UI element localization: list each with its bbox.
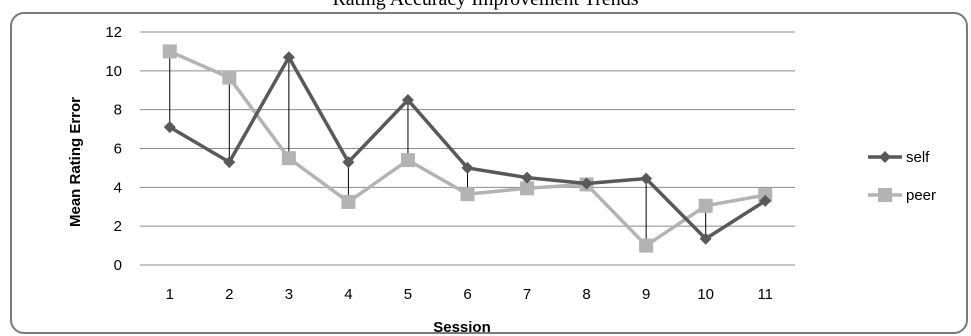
data-point-self (521, 171, 534, 184)
x-tick-label: 7 (523, 286, 531, 303)
data-point-peer (281, 151, 296, 166)
y-tick-label: 8 (114, 102, 122, 119)
chart-title: Rating Accuracy Improvement Trends (0, 0, 971, 11)
legend-marker-self (879, 151, 891, 163)
x-tick-label: 11 (757, 286, 773, 303)
data-point-peer (341, 194, 356, 209)
data-point-self (163, 121, 176, 134)
legend-item-self: self (868, 149, 930, 166)
data-point-peer (460, 187, 475, 202)
data-point-peer (698, 198, 713, 213)
x-tick-label: 8 (582, 286, 590, 303)
data-point-self (461, 161, 474, 174)
data-point-peer (222, 70, 237, 85)
x-tick-label: 2 (225, 286, 233, 303)
x-tick-label: 10 (697, 286, 714, 303)
y-tick-label: 4 (114, 179, 122, 196)
y-tick-label: 10 (105, 63, 122, 80)
data-point-self (640, 172, 653, 185)
data-point-peer (639, 238, 654, 253)
data-point-self (580, 177, 593, 190)
legend-marker-peer (878, 188, 892, 202)
data-point-self (759, 194, 772, 207)
y-tick-label: 12 (105, 24, 122, 41)
data-point-self (223, 156, 236, 169)
y-axis-title: Mean Rating Error (67, 97, 84, 227)
data-point-peer (520, 181, 535, 196)
x-tick-label: 3 (285, 286, 293, 303)
legend-item-peer: peer (868, 187, 936, 204)
data-point-peer (162, 44, 177, 59)
data-point-self (282, 51, 295, 64)
data-point-self (342, 156, 355, 169)
chart-frame (10, 12, 968, 334)
x-tick-label: 1 (166, 286, 174, 303)
legend-label: peer (906, 187, 936, 204)
series-self (163, 51, 772, 245)
x-tick-label: 4 (344, 286, 352, 303)
x-tick-labels: 1 2 3 4 5 6 7 8 9 10 11 (166, 286, 773, 303)
data-point-self (699, 232, 712, 245)
x-tick-label: 6 (463, 286, 471, 303)
x-tick-label: 9 (642, 286, 650, 303)
y-tick-label: 6 (114, 141, 122, 158)
x-axis-title: Session (433, 319, 491, 336)
y-tick-label: 0 (114, 257, 122, 274)
y-tick-labels: 0 2 4 6 8 10 12 (105, 24, 122, 274)
legend-label: self (906, 149, 930, 166)
y-tick-label: 2 (114, 218, 122, 235)
data-point-self (401, 93, 414, 106)
legend: self peer (868, 149, 936, 204)
data-point-peer (400, 153, 415, 168)
series-group (162, 44, 773, 253)
x-tick-label: 5 (404, 286, 412, 303)
